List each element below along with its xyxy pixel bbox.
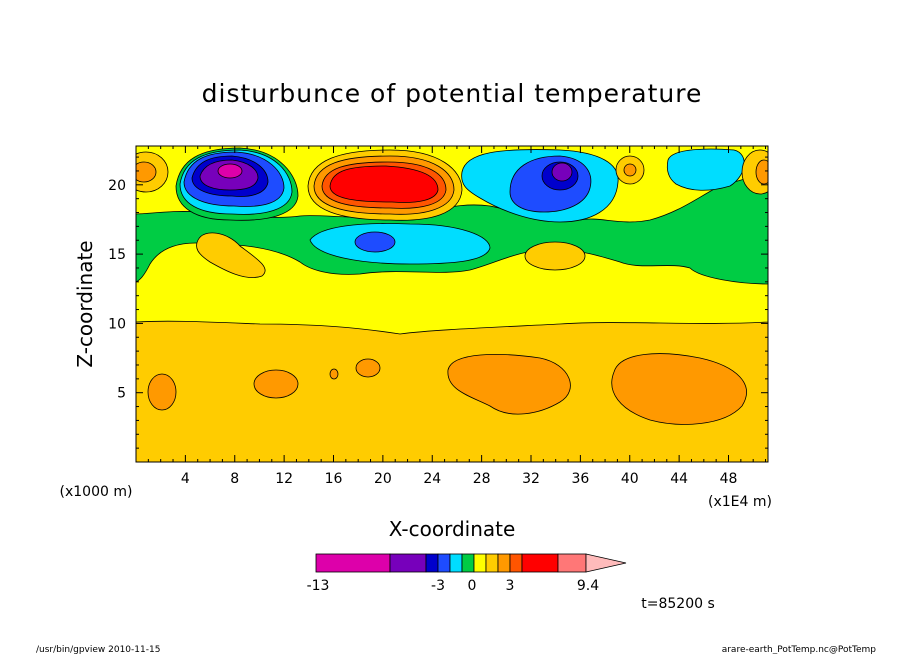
x-unit-left: (x1000 m) bbox=[60, 484, 133, 500]
low-warm-4 bbox=[329, 368, 339, 380]
footer-left: /usr/bin/gpview 2010-11-15 bbox=[36, 645, 160, 654]
low-warm-1 bbox=[147, 373, 177, 411]
low-warm-6 bbox=[611, 353, 747, 425]
x-unit-right: (x1E4 m) bbox=[708, 494, 772, 510]
colorbar-swatch bbox=[497, 553, 511, 573]
mid-warm-right bbox=[524, 241, 586, 271]
chart-title: disturbunce of potential temperature bbox=[202, 79, 703, 108]
plot-frame bbox=[135, 145, 769, 463]
x-tick-label: 4 bbox=[181, 471, 190, 487]
colorbar-swatch bbox=[557, 553, 587, 573]
colorbar-labels: -13 -3 0 3 9.4 bbox=[307, 578, 600, 594]
warm-right-edge-core bbox=[755, 159, 768, 185]
colorbar-swatch bbox=[389, 553, 427, 573]
warm-blob-right-core bbox=[623, 163, 637, 177]
colorbar-label: 3 bbox=[506, 578, 515, 594]
heatmap-field bbox=[136, 146, 768, 462]
cold-band-cyan bbox=[309, 223, 491, 265]
x-tick-label: 8 bbox=[230, 471, 239, 487]
contour-left-warm-core bbox=[136, 161, 157, 183]
y-tick-label: 5 bbox=[117, 386, 126, 402]
y-tick-label: 15 bbox=[108, 247, 126, 263]
cold-blob-3-cyan bbox=[666, 148, 745, 191]
x-tick-label: 36 bbox=[571, 471, 589, 487]
x-tick-label: 24 bbox=[423, 471, 441, 487]
x-tick-label: 28 bbox=[473, 471, 491, 487]
x-tick-label: 40 bbox=[621, 471, 639, 487]
mid-warm-left bbox=[196, 232, 266, 278]
low-warm-2 bbox=[253, 369, 299, 399]
time-label: t=85200 s bbox=[641, 596, 715, 612]
colorbar-swatch bbox=[461, 553, 475, 573]
colorbar-swatch bbox=[449, 553, 463, 573]
x-axis: 4 8 12 16 20 24 28 32 36 40 44 48 bbox=[147, 146, 767, 487]
colorbar bbox=[315, 553, 627, 573]
x-tick-label: 20 bbox=[374, 471, 392, 487]
colorbar-label: -3 bbox=[431, 578, 445, 594]
colorbar-swatch bbox=[485, 553, 499, 573]
colorbar-swatch bbox=[473, 553, 487, 573]
colorbar-swatch bbox=[509, 553, 523, 573]
x-tick-label: 12 bbox=[275, 471, 293, 487]
low-warm-3 bbox=[355, 358, 381, 378]
x-tick-label: 44 bbox=[670, 471, 688, 487]
y-tick-label: 20 bbox=[108, 178, 126, 194]
colorbar-label: 9.4 bbox=[577, 578, 599, 594]
y-tick-label: 10 bbox=[108, 316, 126, 332]
x-axis-label: X-coordinate bbox=[389, 517, 516, 541]
x-tick-label: 16 bbox=[325, 471, 343, 487]
colorbar-swatch bbox=[425, 553, 439, 573]
warm-blob-red bbox=[329, 165, 439, 203]
cold-blob-1-min bbox=[217, 163, 243, 179]
footer-right: arare-earth_PotTemp.nc@PotTemp bbox=[722, 645, 877, 654]
colorbar-swatch bbox=[521, 553, 559, 573]
y-axis: 5 10 15 20 bbox=[108, 156, 768, 449]
low-warm-5 bbox=[447, 354, 571, 415]
cold-blob-2-purple bbox=[551, 162, 573, 182]
colorbar-label: -13 bbox=[307, 578, 330, 594]
x-tick-label: 48 bbox=[720, 471, 738, 487]
colorbar-swatch bbox=[315, 553, 391, 573]
x-tick-label: 32 bbox=[522, 471, 540, 487]
colorbar-label: 0 bbox=[468, 578, 477, 594]
colorbar-swatch bbox=[437, 553, 451, 573]
cold-band-blue bbox=[354, 231, 396, 253]
colorbar-arrow bbox=[585, 553, 627, 573]
y-axis-label: Z-coordinate bbox=[73, 240, 97, 367]
